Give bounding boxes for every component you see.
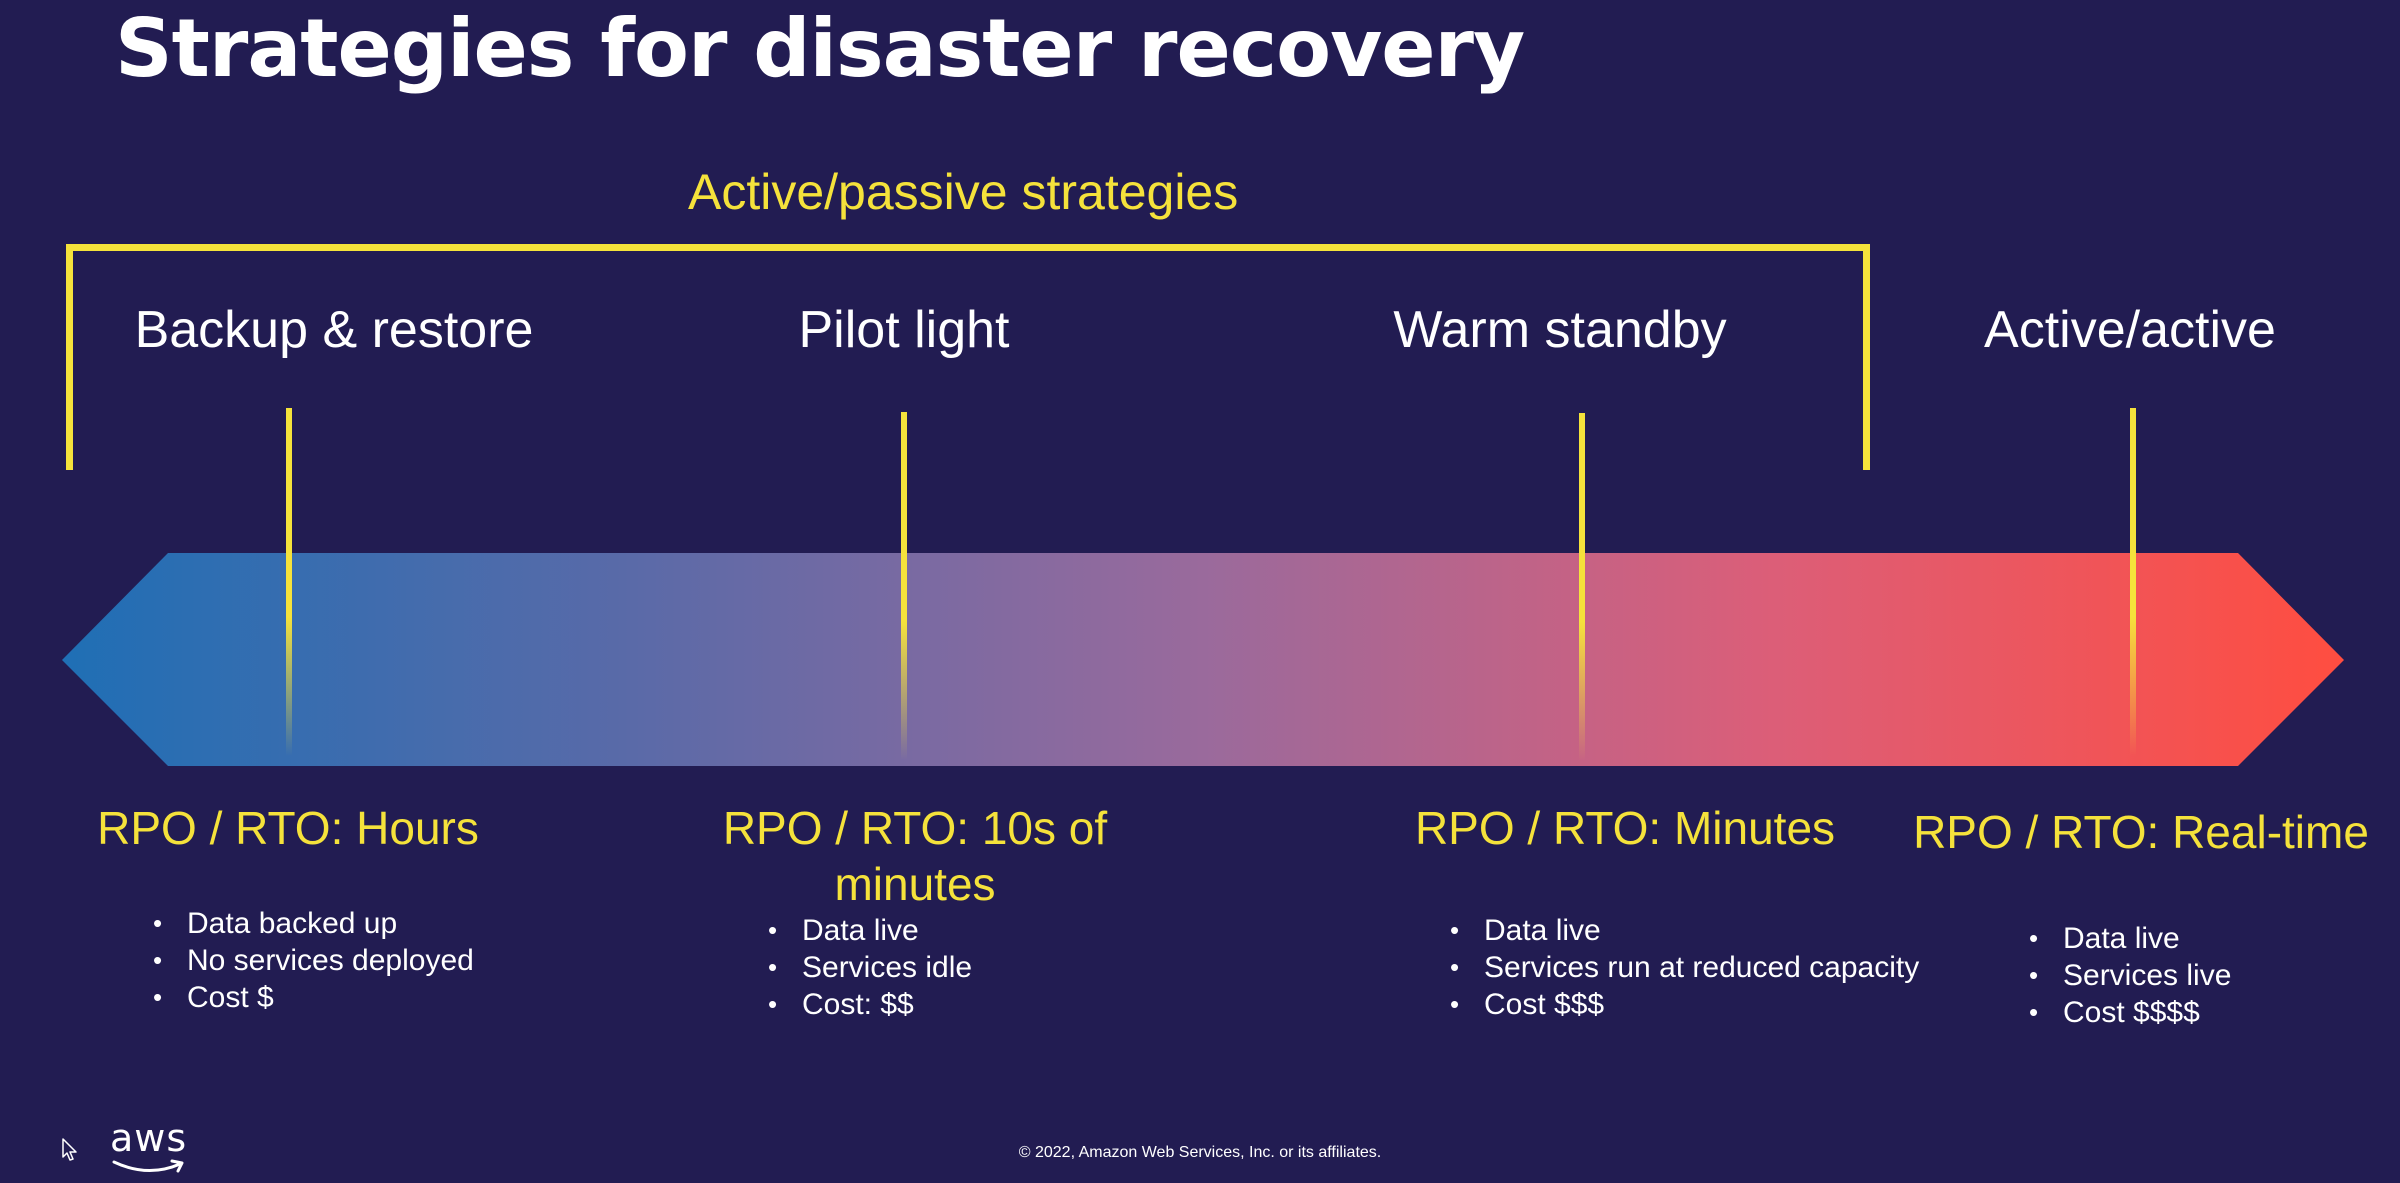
bullets-active-active: Data live Services live Cost $$$$	[2029, 920, 2231, 1031]
list-item: Services run at reduced capacity	[1450, 949, 1919, 986]
strategy-warm-standby: Warm standby	[1393, 301, 1727, 359]
rpo-rto-warm-standby: RPO / RTO: Minutes	[1414, 802, 1836, 854]
tick-active-active	[2130, 408, 2136, 756]
aws-smile-icon	[112, 1159, 184, 1173]
bullets-warm-standby: Data live Services run at reduced capaci…	[1450, 912, 1919, 1023]
copyright-text: © 2022, Amazon Web Services, Inc. or its…	[1018, 1144, 1382, 1161]
strategy-pilot-light: Pilot light	[798, 301, 1010, 359]
rpo-rto-active-active: RPO / RTO: Real-time	[1913, 806, 2369, 858]
list-item: Data live	[768, 912, 972, 949]
tick-warm-standby	[1579, 413, 1585, 761]
list-item: Cost $	[153, 979, 474, 1016]
rpo-rto-backup-restore: RPO / RTO: Hours	[97, 802, 479, 854]
list-item: Cost $$$	[1450, 986, 1919, 1023]
bullets-pilot-light: Data live Services idle Cost: $$	[768, 912, 972, 1023]
list-item: No services deployed	[153, 942, 474, 979]
list-item: Data live	[2029, 920, 2231, 957]
active-passive-label: Active/passive strategies	[688, 164, 1239, 220]
mouse-cursor-icon	[62, 1138, 77, 1161]
tick-backup-restore	[286, 408, 292, 756]
list-item: Services idle	[768, 949, 972, 986]
aws-logo-icon: aws	[110, 1118, 190, 1183]
active-passive-bracket	[66, 244, 1870, 470]
slide-title: Strategies for disaster recovery	[115, 2, 1525, 95]
list-item: Cost $$$$	[2029, 994, 2231, 1031]
list-item: Cost: $$	[768, 986, 972, 1023]
spectrum-arrow-body	[62, 553, 2344, 766]
list-item: Data backed up	[153, 905, 474, 942]
list-item: Services live	[2029, 957, 2231, 994]
rpo-rto-pilot-light: RPO / RTO: 10s of minutes	[722, 802, 1108, 910]
aws-logo-text: aws	[110, 1116, 188, 1160]
list-item: Data live	[1450, 912, 1919, 949]
tick-pilot-light	[901, 412, 907, 760]
strategy-backup-restore: Backup & restore	[134, 301, 534, 359]
strategy-active-active: Active/active	[1984, 301, 2276, 359]
bullets-backup-restore: Data backed up No services deployed Cost…	[153, 905, 474, 1016]
